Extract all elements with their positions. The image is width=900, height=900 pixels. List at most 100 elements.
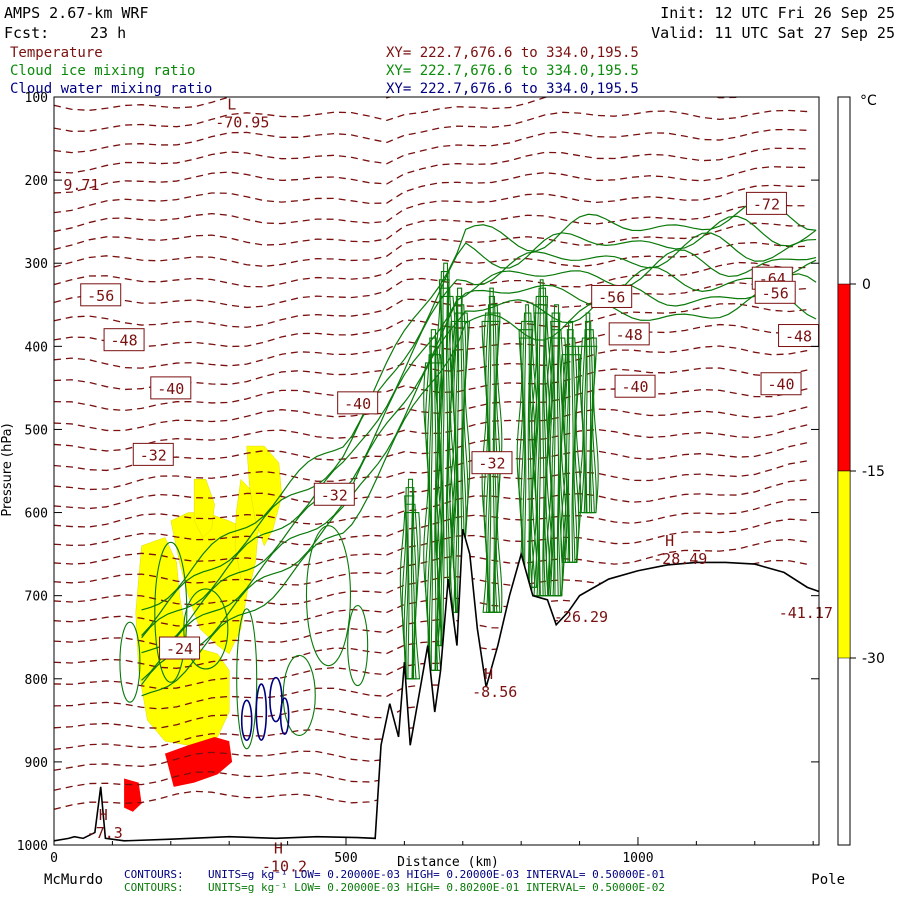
x-tick-label: 0 [50,851,58,866]
extremum-kind: H [99,806,108,824]
extremum-kind: L [227,96,236,114]
y-tick-label: 400 [25,340,48,355]
temperature-label-text: -48 [785,328,812,346]
extremum-marker: H-8.56 [472,665,517,701]
colorbar-tick-label: -30 [862,651,885,667]
extremum-value: -70.95 [215,114,269,132]
field-ice-name: Cloud ice mixing ratio [10,63,195,79]
temperature-contour [54,261,808,309]
colorbar-unit: °C [860,93,877,109]
extremum-marker: L-70.95 [215,96,269,132]
colorbar-band [837,283,851,472]
extremum-value: -8.56 [472,683,517,701]
water-contour-prefix: CONTOURS: [124,868,184,881]
ice-low-contour [119,621,141,703]
ice-low-contour [154,541,188,683]
warm-band-region [164,736,233,787]
extremum-marker: H-28.49 [653,532,707,568]
y-tick-label: 900 [25,756,48,771]
temperature-label-text: -56 [762,284,789,302]
ice-column-contour [516,337,538,588]
water-contour [255,683,268,741]
temperature-label-text: -32 [478,455,505,473]
ice-contour [141,215,817,636]
forecast-label: Fcst: [4,24,49,42]
field-water-name: Cloud water mixing ratio [10,81,212,97]
temperature-label-text: -40 [622,378,649,396]
plot-frame [53,96,820,846]
water-contour [269,676,283,723]
x-tick-label: 1000 [622,851,653,866]
extremum-kind: H [484,665,493,683]
temperature-label: -56 [754,280,796,304]
ice-column-contour [560,354,582,563]
temperature-contour [54,97,743,132]
y-tick-label: 600 [25,507,48,522]
temperature-contour [54,538,808,586]
ice-contour [141,199,817,611]
forecast-hours: 23 h [90,24,126,42]
cold-band-region [193,479,215,538]
water-contour [240,699,253,742]
ice-column-contour [577,345,599,514]
ice-low-contour [305,525,352,667]
extremum-kind: H [665,532,674,550]
ice-column-contour [481,320,503,613]
temperature-label: -24 [159,636,201,660]
y-tick-label: 500 [25,423,48,438]
y-axis-label: Pressure (hPa) [0,423,15,516]
temperature-label: -48 [608,322,650,346]
model-title: AMPS 2.67-km WRF [4,4,149,22]
extremum-kind: H [274,839,283,857]
ice-low-contour [183,588,229,670]
temperature-contour [54,97,393,112]
terrain-profile [54,528,819,845]
y-tick-label: 1000 [17,839,48,854]
temperature-label-text: -72 [753,195,780,213]
temperature-label: -32 [471,451,513,475]
temperature-label-text: -32 [140,446,167,464]
extremum-value: -41.17 [779,604,833,622]
end-location: Pole [811,872,845,888]
extremum-value: -26.29 [554,608,608,626]
temperature-contour [54,147,808,194]
field-ice-xy: XY= 222.7,676.6 to 334.0,195.5 [386,63,639,79]
temperature-label-text: -32 [321,486,348,504]
y-tick-label: 700 [25,590,48,605]
y-tick-label: 800 [25,673,48,688]
ice-contour [141,249,817,654]
init-time: Init: 12 UTC Fri 26 Sep 25 [660,4,895,22]
extremum-marker: -41.17 [779,604,833,622]
temperature-label: -40 [150,376,192,400]
y-tick-label: 100 [25,91,48,106]
temperature-contour [54,281,808,328]
temperature-contour [54,498,808,546]
temperature-contour [54,203,808,251]
ice-contour-info: UNITS=g kg⁻¹ LOW= 0.20000E-03 HIGH= 0.80… [208,881,665,894]
ice-contour-prefix: CONTOURS: [124,881,184,894]
terrain-line [54,528,819,842]
ice-contour [141,289,817,697]
temperature-contour [54,184,808,233]
temperature-contour [54,345,808,391]
temperature-label: -48 [103,328,145,352]
temperature-label: -40 [760,372,802,396]
terrain-fill [54,529,819,845]
colorbar-tick-label: 0 [862,277,871,293]
ice-low-contour [236,608,258,750]
field-water-xy: XY= 222.7,676.6 to 334.0,195.5 [386,81,639,97]
temperature-fill-layer [124,445,283,812]
ice-contour [141,273,817,686]
extremum-marker: 9.71 [63,176,99,194]
extremum-marker: H-7.3 [87,806,123,842]
cold-band-region [246,445,283,547]
temperature-label: -72 [745,191,787,215]
temperature-label: -56 [591,284,633,308]
temperature-contour [54,518,808,567]
temperature-contour [54,166,808,214]
temperature-label-text: -56 [598,288,625,306]
temperature-label-text: -40 [344,395,371,413]
field-temperature-name: Temperature [10,45,103,61]
extremum-value: -10.2 [262,857,307,875]
